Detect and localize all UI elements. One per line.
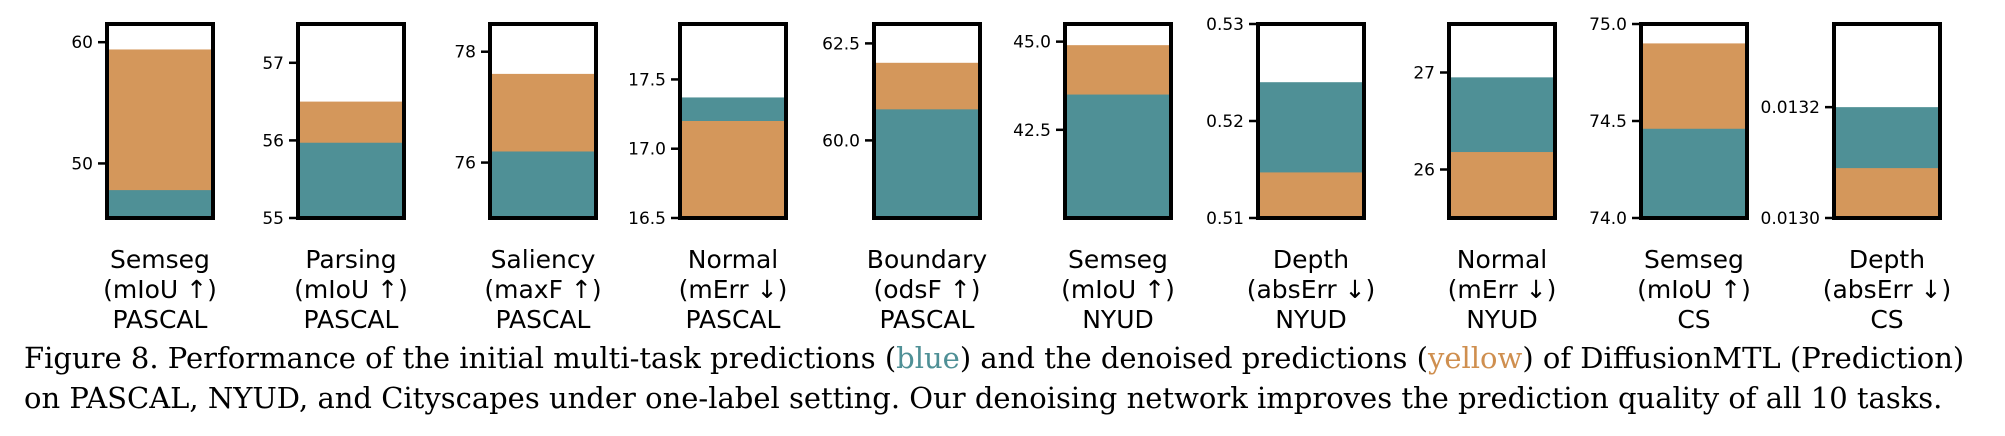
axes-frame — [1447, 22, 1557, 220]
x-axis-label-line: (mIoU ↑) — [1637, 275, 1751, 304]
x-axis-label-line: PASCAL — [304, 305, 399, 334]
x-axis-label-line: PASCAL — [880, 305, 975, 334]
y-tick-label: 0.51 — [1206, 209, 1244, 229]
chart-panel-0: 50 60 Semseg(mIoU ↑)PASCAL — [71, 22, 217, 334]
caption-yellow-word: yellow — [1427, 341, 1523, 375]
x-axis-label-line: (mErr ↓) — [679, 275, 788, 304]
x-axis-label-line: (mIoU ↑) — [103, 275, 217, 304]
caption-mid: ) and the denoised predictions ( — [959, 341, 1428, 375]
x-axis-label-line: Depth — [1273, 245, 1349, 274]
denoised-bar — [107, 49, 213, 219]
chart-panel-6: 0.51 0.52 0.53 Depth(absErr ↓)NYUD — [1206, 15, 1375, 334]
x-axis-label-line: NYUD — [1275, 305, 1347, 334]
x-axis-label-line: NYUD — [1082, 305, 1154, 334]
caption-suffix: ) of DiffusionMTL (Prediction) on PASCAL… — [24, 341, 1965, 415]
x-axis-label-line: (absErr ↓) — [1823, 275, 1952, 304]
denoised-bar — [680, 121, 786, 218]
y-tick-label: 42.5 — [1013, 121, 1051, 141]
x-axis-label-line: Normal — [688, 245, 778, 274]
y-tick-label: 56 — [262, 131, 284, 151]
initial-bar — [1641, 128, 1747, 218]
x-axis-label-line: (absErr ↓) — [1247, 275, 1376, 304]
x-axis-label-line: CS — [1677, 305, 1710, 334]
x-axis-label-line: Semseg — [1644, 245, 1744, 274]
x-axis-label-line: (mIoU ↑) — [1061, 275, 1175, 304]
chart-panel-2: 76 78 Saliency(maxF ↑)PASCAL — [454, 22, 602, 334]
x-axis-label-line: CS — [1870, 305, 1903, 334]
axes-frame — [1832, 22, 1942, 220]
y-tick-label: 75.0 — [1589, 15, 1627, 35]
initial-bar — [107, 190, 213, 218]
chart-panel-4: 60.0 62.5 Boundary(odsF ↑)PASCAL — [822, 22, 988, 334]
axes-frame — [488, 22, 598, 220]
x-axis-label-line: Semseg — [110, 245, 210, 274]
x-axis-label-line: Normal — [1457, 245, 1547, 274]
y-tick-label: 0.0130 — [1761, 209, 1820, 229]
x-axis-label-line: (mErr ↓) — [1448, 275, 1557, 304]
y-tick-label: 76 — [454, 154, 476, 174]
y-tick-label: 74.0 — [1589, 209, 1627, 229]
y-tick-label: 27 — [1413, 64, 1435, 84]
axes-frame — [1063, 22, 1173, 220]
y-tick-label: 0.52 — [1206, 112, 1244, 132]
y-tick-label: 26 — [1413, 161, 1435, 181]
x-axis-label-line: PASCAL — [496, 305, 591, 334]
chart-panel-9: 0.0130 0.0132 Depth(absErr ↓)CS — [1761, 22, 1952, 334]
y-tick-label: 78 — [454, 43, 476, 63]
chart-panel-3: 16.5 17.0 17.5 Normal(mErr ↓)PASCAL — [628, 22, 788, 334]
y-tick-label: 0.0132 — [1761, 98, 1820, 118]
caption-blue-word: blue — [896, 341, 960, 375]
axes-frame — [105, 22, 215, 220]
initial-bar — [298, 142, 404, 218]
x-axis-label-line: PASCAL — [113, 305, 208, 334]
x-axis-label-line: (mIoU ↑) — [294, 275, 408, 304]
y-tick-label: 17.0 — [628, 140, 666, 160]
y-tick-label: 16.5 — [628, 209, 666, 229]
axes-frame — [678, 22, 788, 220]
denoised-bar — [1834, 168, 1940, 218]
initial-bar — [490, 151, 596, 218]
initial-bar — [1065, 94, 1171, 218]
y-tick-label: 57 — [262, 54, 284, 74]
x-axis-label-line: (maxF ↑) — [484, 275, 601, 304]
axes-frame — [296, 22, 406, 220]
y-tick-label: 0.53 — [1206, 15, 1244, 35]
chart-panel-5: 42.5 45.0 Semseg(mIoU ↑)NYUD — [1013, 22, 1175, 334]
x-axis-label-line: Semseg — [1068, 245, 1168, 274]
denoised-bar — [1258, 172, 1364, 218]
x-axis-label-line: (odsF ↑) — [874, 275, 981, 304]
x-axis-label-line: PASCAL — [686, 305, 781, 334]
axes-frame — [872, 22, 982, 220]
y-tick-label: 74.5 — [1589, 112, 1627, 132]
denoised-bar — [1449, 152, 1555, 218]
y-tick-label: 60.0 — [822, 131, 860, 151]
x-axis-label-line: NYUD — [1466, 305, 1538, 334]
y-tick-label: 50 — [71, 154, 93, 174]
figure-caption: Figure 8. Performance of the initial mul… — [24, 338, 1999, 418]
y-tick-label: 55 — [262, 209, 284, 229]
y-tick-label: 45.0 — [1013, 33, 1051, 53]
y-tick-label: 62.5 — [822, 34, 860, 54]
x-axis-label-line: Parsing — [305, 245, 396, 274]
x-axis-label-line: Saliency — [491, 245, 596, 274]
y-tick-label: 60 — [71, 33, 93, 53]
x-axis-label-line: Depth — [1849, 245, 1925, 274]
chart-panel-1: 55 56 57 Parsing(mIoU ↑)PASCAL — [262, 22, 408, 334]
x-axis-label-line: Boundary — [867, 245, 988, 274]
caption-prefix: Figure 8. Performance of the initial mul… — [24, 341, 897, 375]
chart-panel-8: 74.0 74.5 75.0 Semseg(mIoU ↑)CS — [1589, 15, 1751, 334]
y-tick-label: 17.5 — [628, 70, 666, 90]
initial-bar — [874, 109, 980, 218]
chart-panel-7: 26 27 Normal(mErr ↓)NYUD — [1413, 22, 1557, 334]
